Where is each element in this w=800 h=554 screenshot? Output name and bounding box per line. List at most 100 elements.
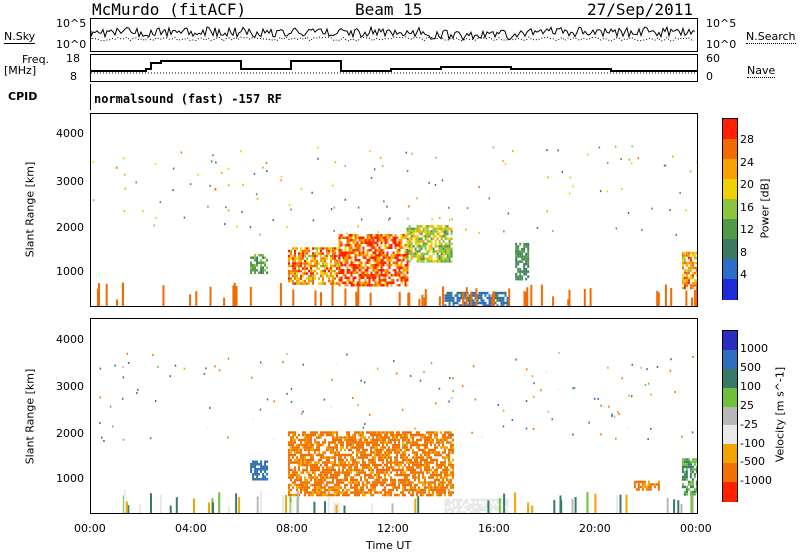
velocity-colorbar [722,330,738,502]
power-colorbar-tick: 12 [740,223,754,237]
power-colorbar-tick: 4 [740,268,747,282]
beam-title: Beam 15 [355,0,423,19]
velocity-ytick-3000: 3000 [56,380,84,393]
velocity-colorbar-segment [723,349,737,370]
velocity-colorbar-segment [723,463,737,483]
nsky-panel [90,18,698,52]
power-colorbar-tick: 8 [740,245,747,259]
velocity-ylabel-wrap: Slant Range [km] [0,318,60,514]
cpid-label: CPID [8,90,38,103]
x-tick: 00:00 [680,522,712,535]
power-colorbar-segment [723,278,737,300]
x-tick: 12:00 [377,522,409,535]
velocity-colorbar-tick: -100 [740,436,765,450]
cpid-text: normalsound (fast) -157 RF [94,92,282,106]
power-colorbar-label: Power [dB] [758,178,772,239]
power-ylabel-wrap: Slant Range [km] [0,113,60,307]
nsky-trace [90,25,696,42]
station-title: McMurdo (fitACF) [92,0,247,19]
nsky-tick-bottom-right: 10^0 [706,38,737,51]
nsearch-line [90,36,695,42]
power-colorbar-tick: 16 [740,200,754,214]
power-colorbar-segment [723,198,737,220]
nsky-tick-top-right: 10^5 [706,17,737,30]
nsky-tick-top-left: 10^5 [56,17,87,30]
nave-tick-top: 60 [706,52,720,65]
velocity-feature-0 [250,460,269,481]
x-tick: 00:00 [74,522,106,535]
velocity-colorbar-segment [723,406,737,427]
x-tick: 04:00 [175,522,207,535]
power-colorbar-tick: 20 [740,178,754,192]
freq-trace [91,60,697,74]
power-ylabel: Slant Range [km] [23,161,37,258]
cpid-marker [90,84,91,110]
power-panel [90,113,699,307]
velocity-colorbar-segment [723,444,737,465]
x-tick: 08:00 [276,522,308,535]
freq-line [91,60,697,72]
velocity-colorbar-tick: 1000 [740,342,768,356]
velocity-panel [90,318,698,514]
freq-label-2: [MHz] [4,64,37,77]
velocity-colorbar-segment [723,425,737,446]
velocity-ylabel: Slant Range [km] [23,368,37,465]
power-feature-2 [338,234,409,287]
velocity-feature-4 [681,458,698,496]
x-tick: 20:00 [579,522,611,535]
power-feature-0 [250,254,269,274]
velocity-colorbar-segment [723,368,737,389]
velocity-colorbar-segment [723,331,737,351]
velocity-nearrange [122,489,694,513]
freq-panel [90,54,698,82]
velocity-colorbar-tick: -1000 [740,474,772,488]
power-colorbar-segment [723,119,737,140]
power-ytick-3000: 3000 [56,175,84,188]
velocity-ytick-2000: 2000 [56,427,84,440]
power-ytick-4000: 4000 [56,127,84,140]
nsky-label: N.Sky [4,30,36,44]
power-ytick-1000: 1000 [56,265,84,278]
velocity-feature-1 [288,431,454,497]
power-colorbar-tick: 24 [740,155,754,169]
power-feature-1 [288,247,340,285]
power-colorbar-ticks: 28 24 20 16 12 8 4 [740,118,770,298]
power-colorbar-segment [723,219,737,240]
velocity-colorbar-tick: 500 [740,360,761,374]
power-scatter [92,145,699,236]
power-colorbar-segment [723,138,737,160]
x-tick: 16:00 [478,522,510,535]
velocity-colorbar-segment [723,387,737,408]
power-colorbar [722,118,738,300]
nave-label: Nave [747,64,776,78]
velocity-ytick-1000: 1000 [56,472,84,485]
power-feature-6 [681,251,698,290]
nsky-line [90,25,696,42]
velocity-colorbar-label: Velocity [m s^-1] [773,366,787,463]
velocity-colorbar-tick: 25 [740,398,754,412]
nsky-tick-bottom-left: 10^0 [56,38,87,51]
power-colorbar-segment [723,259,737,280]
x-axis-ticks: 00:00 04:00 08:00 12:00 16:00 20:00 00:00 [0,522,800,538]
freq-tick-top: 18 [66,52,80,65]
power-ytick-2000: 2000 [56,221,84,234]
nave-tick-bottom: 0 [706,70,713,83]
velocity-colorbar-ticks: 1000 500 100 25 -25 -100 -500 -1000 [740,330,776,500]
x-axis-label: Time UT [366,539,412,552]
velocity-scatter [99,351,694,442]
velocity-ytick-4000: 4000 [56,333,84,346]
velocity-colorbar-tick: -500 [740,455,765,469]
nsearch-label: N.Search [746,30,796,44]
freq-label-1: Freq. [22,53,50,66]
velocity-colorbar-tick: -25 [740,417,758,431]
velocity-colorbar-tick: 100 [740,379,761,393]
power-feature-5 [515,242,530,281]
velocity-feature-3 [633,480,660,491]
power-colorbar-tick: 28 [740,133,754,147]
power-colorbar-segment [723,158,737,180]
power-heatmap [92,145,699,307]
velocity-heatmap [99,351,698,514]
freq-tick-bottom: 8 [70,70,77,83]
power-feature-3 [406,225,453,263]
power-colorbar-segment [723,239,737,260]
